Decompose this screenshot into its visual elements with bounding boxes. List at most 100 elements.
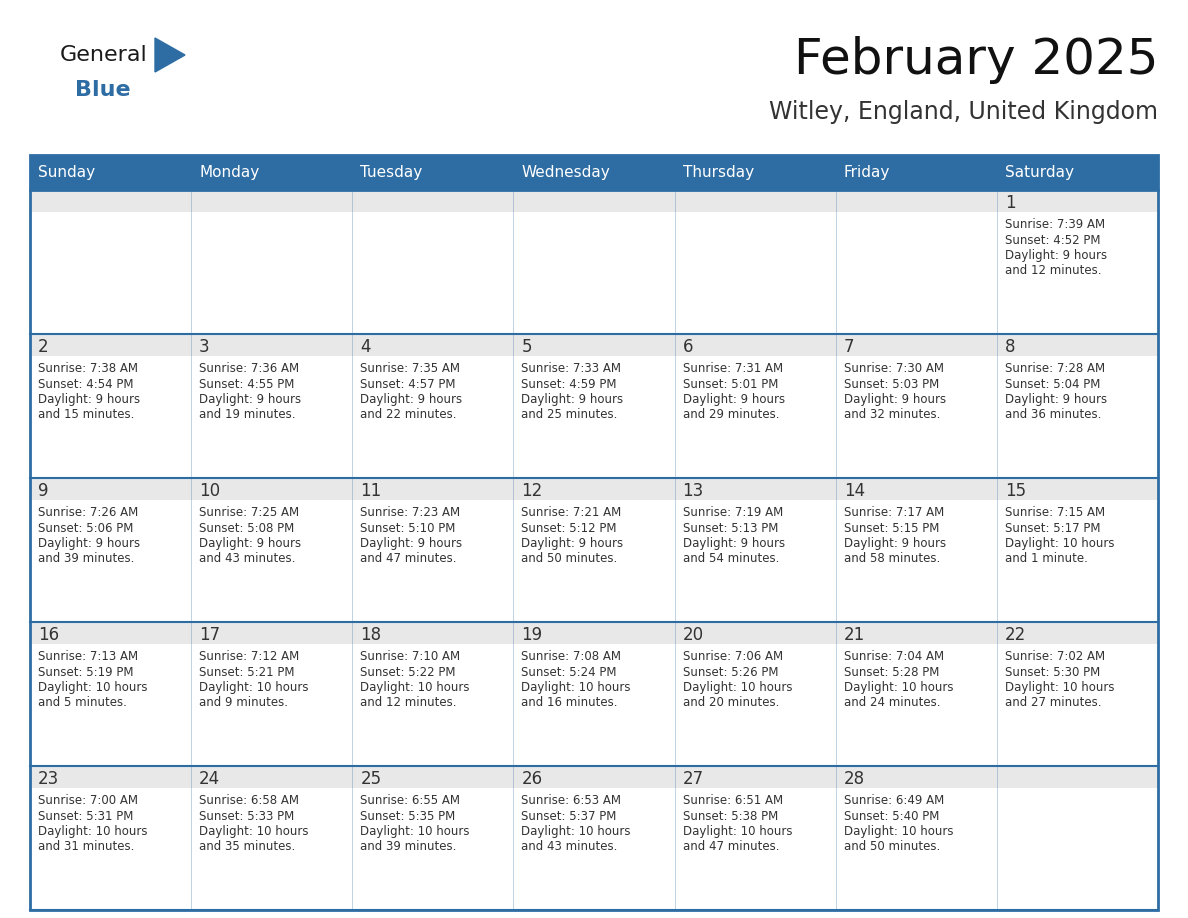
Bar [835, 334, 997, 356]
Bar [835, 478, 997, 500]
Text: Sunset: 5:31 PM: Sunset: 5:31 PM [38, 810, 133, 823]
Bar [513, 212, 675, 334]
Text: 15: 15 [1005, 482, 1026, 500]
Text: and 47 minutes.: and 47 minutes. [683, 841, 779, 854]
Bar [353, 190, 513, 212]
Text: Sunset: 5:06 PM: Sunset: 5:06 PM [38, 521, 133, 534]
Text: Daylight: 10 hours: Daylight: 10 hours [843, 681, 953, 694]
Text: Sunrise: 7:08 AM: Sunrise: 7:08 AM [522, 650, 621, 663]
Text: Daylight: 10 hours: Daylight: 10 hours [38, 681, 147, 694]
Text: Witley, England, United Kingdom: Witley, England, United Kingdom [769, 100, 1158, 124]
Text: and 12 minutes.: and 12 minutes. [1005, 264, 1101, 277]
Text: General: General [61, 45, 147, 65]
Text: Sunrise: 6:53 AM: Sunrise: 6:53 AM [522, 794, 621, 807]
Text: 4: 4 [360, 338, 371, 356]
Bar [513, 644, 675, 766]
Text: and 29 minutes.: and 29 minutes. [683, 409, 779, 421]
Text: and 24 minutes.: and 24 minutes. [843, 697, 940, 710]
Text: and 58 minutes.: and 58 minutes. [843, 553, 940, 565]
Bar [513, 334, 675, 356]
Bar [835, 622, 997, 644]
Text: Sunrise: 7:04 AM: Sunrise: 7:04 AM [843, 650, 943, 663]
Text: 18: 18 [360, 626, 381, 644]
Text: Daylight: 9 hours: Daylight: 9 hours [38, 537, 140, 550]
Text: 17: 17 [200, 626, 220, 644]
Bar [353, 500, 513, 622]
Bar [30, 212, 191, 334]
Text: and 32 minutes.: and 32 minutes. [843, 409, 940, 421]
Text: Sunset: 5:08 PM: Sunset: 5:08 PM [200, 521, 295, 534]
Text: Daylight: 10 hours: Daylight: 10 hours [38, 825, 147, 838]
Text: Sunset: 5:33 PM: Sunset: 5:33 PM [200, 810, 295, 823]
Text: and 1 minute.: and 1 minute. [1005, 553, 1088, 565]
Text: 23: 23 [38, 770, 59, 788]
Text: and 31 minutes.: and 31 minutes. [38, 841, 134, 854]
Bar [675, 500, 835, 622]
Bar [30, 766, 191, 788]
Text: Sunset: 4:57 PM: Sunset: 4:57 PM [360, 377, 456, 390]
Text: Sunset: 5:24 PM: Sunset: 5:24 PM [522, 666, 617, 678]
Bar [997, 500, 1158, 622]
Text: 25: 25 [360, 770, 381, 788]
Bar [30, 478, 191, 500]
Bar [353, 622, 513, 644]
Text: Sunset: 5:04 PM: Sunset: 5:04 PM [1005, 377, 1100, 390]
Bar [835, 788, 997, 910]
Bar [30, 788, 191, 910]
Bar [675, 190, 835, 212]
Text: Tuesday: Tuesday [360, 165, 423, 180]
Text: and 36 minutes.: and 36 minutes. [1005, 409, 1101, 421]
Text: 28: 28 [843, 770, 865, 788]
Text: 21: 21 [843, 626, 865, 644]
Bar [513, 190, 675, 212]
Text: and 54 minutes.: and 54 minutes. [683, 553, 779, 565]
Text: Sunset: 5:22 PM: Sunset: 5:22 PM [360, 666, 456, 678]
Text: Sunset: 5:38 PM: Sunset: 5:38 PM [683, 810, 778, 823]
Text: Daylight: 9 hours: Daylight: 9 hours [683, 393, 785, 406]
Bar [675, 766, 835, 788]
Text: Daylight: 10 hours: Daylight: 10 hours [200, 825, 309, 838]
Text: and 35 minutes.: and 35 minutes. [200, 841, 296, 854]
Text: Daylight: 10 hours: Daylight: 10 hours [1005, 537, 1114, 550]
Bar [997, 190, 1158, 212]
Text: Daylight: 9 hours: Daylight: 9 hours [360, 393, 462, 406]
Text: 24: 24 [200, 770, 220, 788]
Bar [835, 644, 997, 766]
Text: 12: 12 [522, 482, 543, 500]
Text: and 43 minutes.: and 43 minutes. [522, 841, 618, 854]
Text: Daylight: 10 hours: Daylight: 10 hours [522, 681, 631, 694]
Text: Sunrise: 7:39 AM: Sunrise: 7:39 AM [1005, 218, 1105, 231]
Bar [353, 356, 513, 478]
Bar [675, 622, 835, 644]
Text: Daylight: 9 hours: Daylight: 9 hours [522, 393, 624, 406]
Text: Daylight: 9 hours: Daylight: 9 hours [843, 393, 946, 406]
Bar [835, 212, 997, 334]
Text: Sunset: 5:03 PM: Sunset: 5:03 PM [843, 377, 939, 390]
Text: Sunset: 5:30 PM: Sunset: 5:30 PM [1005, 666, 1100, 678]
Bar [997, 622, 1158, 644]
Text: Sunrise: 6:58 AM: Sunrise: 6:58 AM [200, 794, 299, 807]
Bar [997, 478, 1158, 500]
Text: Sunrise: 7:10 AM: Sunrise: 7:10 AM [360, 650, 461, 663]
Text: Daylight: 9 hours: Daylight: 9 hours [200, 393, 302, 406]
Text: Sunrise: 7:35 AM: Sunrise: 7:35 AM [360, 362, 460, 375]
Bar [513, 766, 675, 788]
Bar [191, 334, 353, 356]
Bar [835, 766, 997, 788]
Bar [353, 334, 513, 356]
Text: 11: 11 [360, 482, 381, 500]
Bar [30, 356, 191, 478]
Text: 2: 2 [38, 338, 49, 356]
Text: and 15 minutes.: and 15 minutes. [38, 409, 134, 421]
Bar [997, 334, 1158, 356]
Text: Daylight: 10 hours: Daylight: 10 hours [683, 825, 792, 838]
Text: 7: 7 [843, 338, 854, 356]
Text: and 25 minutes.: and 25 minutes. [522, 409, 618, 421]
Text: Daylight: 10 hours: Daylight: 10 hours [360, 681, 469, 694]
Bar [675, 334, 835, 356]
Text: Sunset: 5:40 PM: Sunset: 5:40 PM [843, 810, 939, 823]
Text: and 39 minutes.: and 39 minutes. [360, 841, 456, 854]
Text: Daylight: 9 hours: Daylight: 9 hours [683, 537, 785, 550]
Text: Sunset: 5:21 PM: Sunset: 5:21 PM [200, 666, 295, 678]
Text: and 20 minutes.: and 20 minutes. [683, 697, 779, 710]
